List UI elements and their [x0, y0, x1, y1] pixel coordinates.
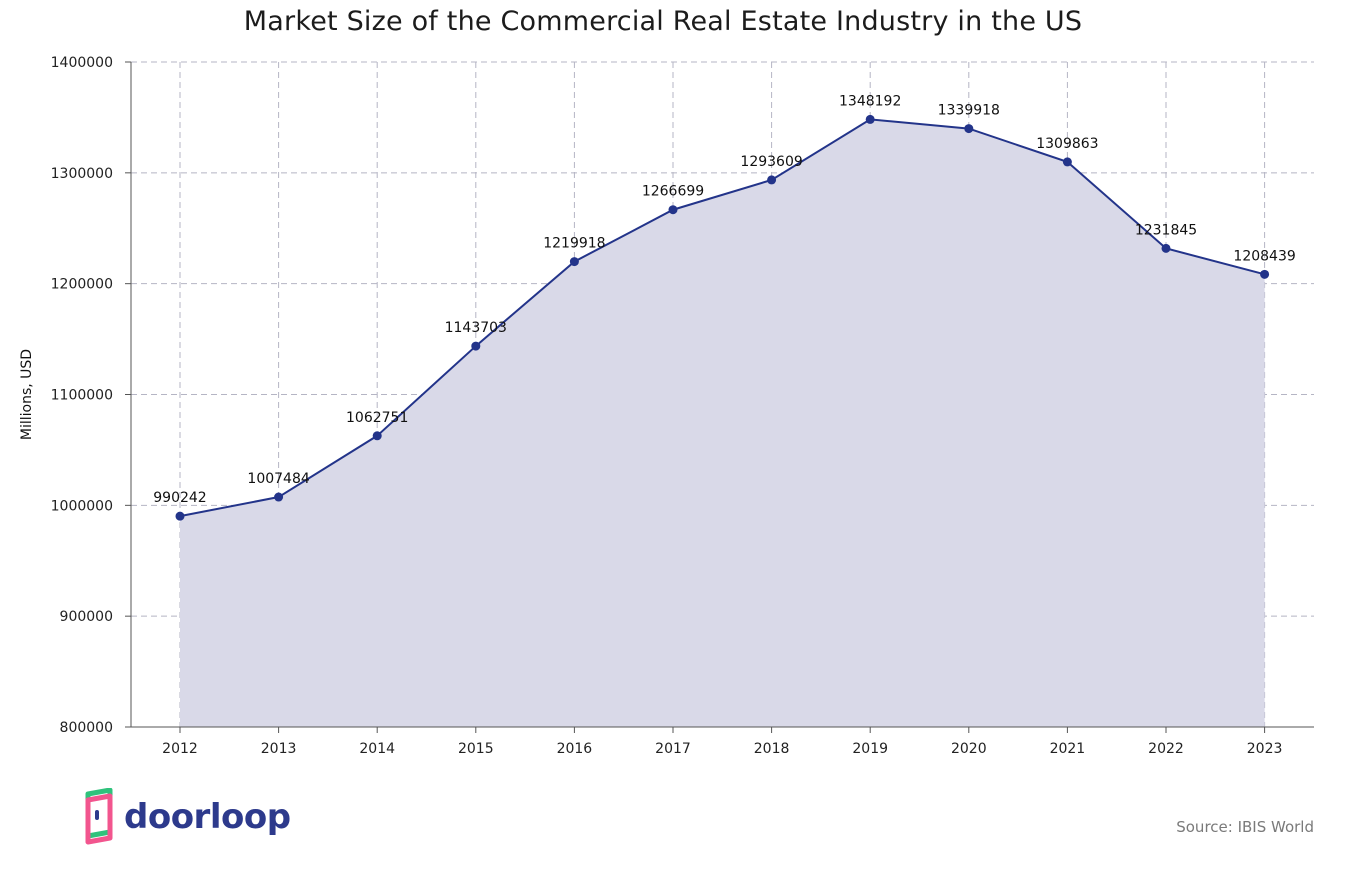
data-point — [767, 175, 777, 185]
x-tick-label: 2020 — [951, 741, 987, 757]
x-tick-label: 2019 — [852, 741, 888, 757]
data-label: 1231845 — [1135, 222, 1197, 238]
data-point — [274, 492, 284, 502]
x-tick-label: 2023 — [1247, 741, 1283, 757]
label-layer: 990242 1007484 1062751 1143703 1219918 126669… — [153, 93, 1296, 506]
doorloop-logo: doorloop — [84, 788, 291, 846]
area-fill — [180, 119, 1265, 727]
data-point — [372, 431, 382, 441]
y-axis-title: Millions, USD — [19, 349, 35, 440]
door-icon — [85, 788, 113, 845]
tick-layer: 800000 900000 1000000 1100000 1200000 1300000… — [51, 55, 1283, 757]
x-tick-label: 2017 — [655, 741, 691, 757]
data-label: 1208439 — [1233, 248, 1295, 264]
data-point — [865, 114, 875, 124]
data-label: 1293609 — [740, 154, 802, 170]
data-label: 1339918 — [938, 103, 1000, 119]
source-note: Source: IBIS World — [1176, 818, 1314, 836]
x-tick-label: 2014 — [359, 741, 395, 757]
data-label: 1266699 — [642, 184, 704, 200]
data-label: 1348192 — [839, 93, 901, 109]
x-tick-label: 2021 — [1050, 741, 1086, 757]
x-tick-label: 2015 — [458, 741, 494, 757]
data-label: 990242 — [153, 490, 206, 506]
x-tick-label: 2012 — [162, 741, 198, 757]
data-point — [964, 124, 974, 134]
y-tick-label: 900000 — [60, 609, 113, 625]
x-tick-label: 2022 — [1148, 741, 1184, 757]
data-point — [1161, 243, 1171, 253]
x-tick-label: 2016 — [557, 741, 593, 757]
y-tick-label: 1100000 — [51, 388, 113, 404]
data-label: 1219918 — [543, 236, 605, 252]
series-line — [179, 118, 1265, 518]
chart-title: Market Size of the Commercial Real Estat… — [243, 6, 1083, 37]
y-tick-label: 1300000 — [51, 166, 113, 182]
data-point — [1062, 157, 1072, 167]
area-chart: 990242 1007484 1062751 1143703 1219918 126669… — [19, 55, 1314, 757]
data-point — [175, 511, 185, 521]
y-tick-label: 1200000 — [51, 277, 113, 293]
data-point — [569, 257, 579, 267]
axis-layer — [125, 61, 1314, 733]
marker-layer — [175, 114, 1270, 521]
data-point — [668, 205, 678, 215]
data-label: 1143703 — [445, 320, 507, 336]
data-label: 1309863 — [1036, 136, 1098, 152]
y-tick-label: 800000 — [60, 720, 113, 736]
data-label: 1062751 — [346, 410, 408, 426]
y-tick-label: 1400000 — [51, 55, 113, 71]
x-tick-label: 2018 — [754, 741, 790, 757]
data-label: 1007484 — [247, 471, 309, 487]
y-tick-label: 1000000 — [51, 498, 113, 514]
data-point — [471, 341, 481, 351]
data-point — [1260, 269, 1270, 279]
logo-text: doorloop — [124, 797, 291, 837]
x-tick-label: 2013 — [261, 741, 297, 757]
